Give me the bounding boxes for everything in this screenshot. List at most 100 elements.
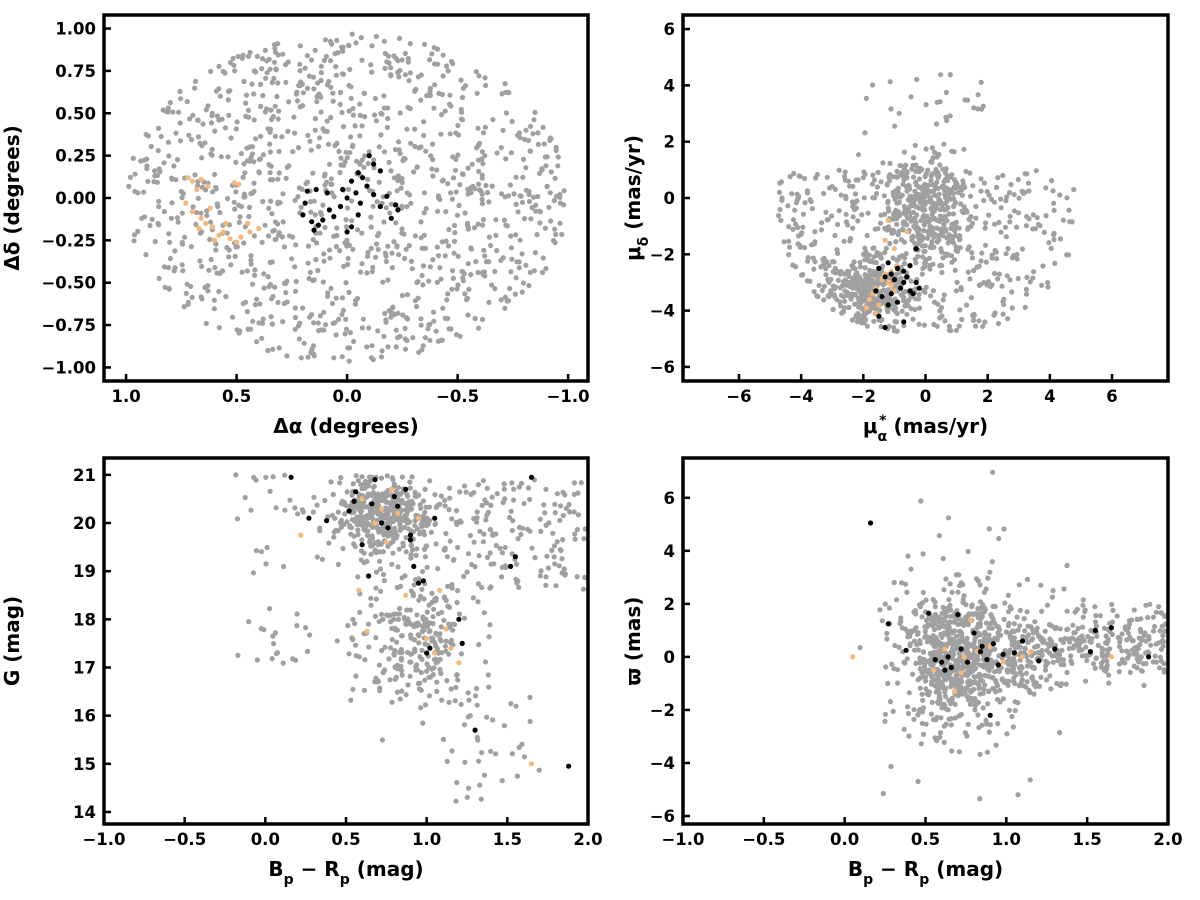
data-point <box>404 607 410 613</box>
data-point <box>483 500 490 506</box>
data-point <box>404 190 410 196</box>
data-point <box>556 563 562 569</box>
data-point <box>414 164 420 170</box>
data-point <box>523 262 529 268</box>
data-point <box>779 197 785 203</box>
data-point <box>978 188 984 194</box>
data-point <box>366 644 372 650</box>
data-point <box>870 82 876 88</box>
data-point <box>404 517 410 523</box>
data-point <box>513 275 519 281</box>
data-point <box>487 585 493 591</box>
data-point <box>958 580 964 586</box>
data-point <box>457 518 463 524</box>
data-point <box>990 641 997 647</box>
data-point <box>953 288 960 294</box>
data-point <box>976 685 982 692</box>
data-point <box>322 224 328 231</box>
data-point <box>280 319 286 325</box>
data-point <box>332 320 338 326</box>
data-point <box>327 58 334 64</box>
data-point <box>970 183 976 189</box>
data-point <box>403 506 409 513</box>
data-point <box>246 619 252 625</box>
data-point <box>392 525 398 531</box>
data-point <box>540 255 546 261</box>
data-point <box>844 292 850 298</box>
data-point <box>198 294 204 300</box>
data-point <box>804 188 811 194</box>
y-tick-label: 15 <box>73 755 96 774</box>
data-point <box>526 137 532 144</box>
data-point <box>179 195 185 201</box>
data-point <box>418 687 424 693</box>
data-point <box>955 248 961 254</box>
x-axis-label: Bp − Rp (mag) <box>848 857 1003 888</box>
data-point <box>1085 634 1091 640</box>
data-point <box>355 527 361 533</box>
data-point <box>465 165 471 171</box>
data-point <box>981 609 987 615</box>
data-point <box>320 202 326 208</box>
data-point <box>885 302 891 308</box>
data-point <box>888 291 894 297</box>
data-point <box>984 749 991 755</box>
data-point <box>155 220 161 226</box>
data-point <box>292 130 298 136</box>
data-point <box>394 689 400 695</box>
data-point <box>499 574 505 580</box>
data-point <box>929 224 935 231</box>
data-point <box>228 262 234 268</box>
data-point <box>247 49 253 56</box>
data-point <box>292 326 298 332</box>
data-point <box>552 240 558 246</box>
data-point <box>263 561 269 567</box>
data-point <box>334 638 340 644</box>
data-point <box>440 736 446 743</box>
data-point <box>318 209 324 216</box>
data-point <box>1052 260 1058 266</box>
data-point <box>910 316 916 322</box>
data-point <box>314 502 320 508</box>
data-point <box>258 103 264 109</box>
data-point <box>1027 279 1033 285</box>
data-point <box>281 301 287 307</box>
data-point <box>412 576 419 583</box>
data-point <box>953 633 959 639</box>
data-point <box>864 323 870 329</box>
data-point <box>945 629 951 635</box>
data-point <box>184 281 190 287</box>
data-point <box>337 203 344 210</box>
data-point <box>891 307 897 313</box>
data-point <box>487 622 493 628</box>
data-point <box>484 485 490 491</box>
data-point <box>251 91 257 97</box>
series-0 <box>776 72 1077 334</box>
data-point <box>448 645 454 651</box>
data-point <box>910 291 916 297</box>
data-point <box>349 218 355 224</box>
data-point <box>127 174 133 180</box>
data-point <box>950 211 957 217</box>
data-point <box>535 193 541 200</box>
data-point <box>572 536 578 542</box>
data-point <box>855 218 861 224</box>
data-point <box>322 497 328 504</box>
data-point <box>479 172 485 178</box>
data-point <box>283 175 289 181</box>
data-point <box>965 721 971 728</box>
data-point <box>208 151 214 157</box>
data-point <box>381 105 387 111</box>
data-point <box>943 721 949 727</box>
data-point <box>523 165 529 171</box>
data-point <box>458 77 464 83</box>
data-point <box>307 138 313 144</box>
data-point <box>964 642 970 649</box>
data-point <box>272 236 278 242</box>
data-point <box>1027 777 1033 783</box>
data-point <box>920 551 926 557</box>
data-point <box>841 173 848 180</box>
data-point <box>414 667 421 673</box>
data-point <box>1103 668 1109 674</box>
data-point <box>952 715 959 721</box>
